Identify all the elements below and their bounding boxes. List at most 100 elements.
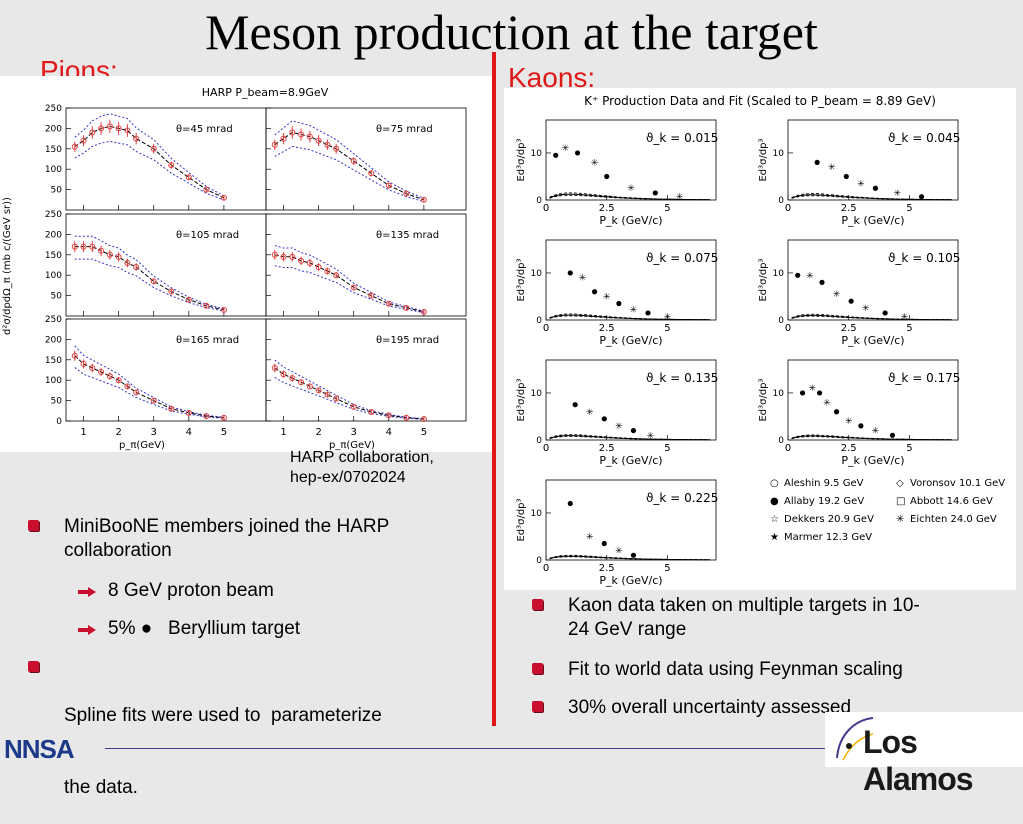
- kaon-y-tick-label: 10: [773, 269, 785, 279]
- harp-data-point: [306, 133, 313, 140]
- harp-y-tick-label: 50: [51, 397, 63, 407]
- harp-citation: HARP collaboration, hep-ex/0702024: [290, 448, 434, 488]
- harp-y-tick-label: 100: [45, 165, 62, 175]
- bullet-proton-beam: 8 GeV proton beam: [108, 580, 274, 601]
- bullet-text: collaboration: [64, 540, 172, 561]
- los-alamos-swoosh-icon: [836, 717, 874, 761]
- harp-band-line: [74, 140, 225, 201]
- kaon-data-point: [630, 427, 637, 434]
- kaon-data-point: [848, 298, 854, 304]
- harp-data-point: [306, 383, 313, 390]
- kaon-x-tick-label: 0: [543, 203, 549, 214]
- harp-panel-1: θ=75 mrad: [265, 107, 467, 211]
- kaon-data-point: ✳: [664, 313, 672, 323]
- harp-data-point: [89, 129, 96, 136]
- kaon-panel-label: ϑ_k = 0.135: [646, 371, 718, 385]
- kaon-fit-curve: [549, 194, 710, 201]
- kaon-x-tick-label: 5: [664, 443, 670, 454]
- bullet-marker: [28, 520, 39, 531]
- kaon-data-point: ✳: [828, 163, 836, 173]
- harp-panel-3: θ=135 mrad: [265, 213, 467, 317]
- harp-x-tick-label: 3: [351, 427, 357, 438]
- harp-data-point: [350, 284, 357, 291]
- kaon-x-tick-label: 5: [906, 203, 912, 214]
- kaon-data-point: ✳: [676, 193, 684, 203]
- kaon-x-tick-label: 0: [785, 323, 791, 334]
- harp-y-tick-label: 150: [45, 145, 62, 155]
- harp-data-point: [98, 369, 105, 376]
- harp-data-point: [280, 253, 287, 260]
- kaon-legend-symbol: ☆: [770, 514, 779, 525]
- harp-x-tick-label: 1: [280, 427, 286, 438]
- kaon-legend: ○ Aleshin 9.5 GeV ◇ Voronsov 10.1 GeV ● Allab…: [770, 478, 1005, 543]
- harp-data-point: [324, 268, 331, 275]
- kaon-y-tick-label: 10: [531, 509, 543, 519]
- harp-panel-frame: [265, 107, 467, 211]
- kaon-data-point: ✳: [562, 144, 570, 154]
- kaon-data-point: ✳: [857, 180, 865, 190]
- kaon-data-point: ✳: [586, 408, 594, 418]
- harp-fit-line: [274, 254, 425, 313]
- harp-band-line: [74, 367, 224, 419]
- kaon-panel-3: 0 2.5 5 0 10 Ed³σ/dp³ P_k (GeV/c) ϑ_k = 0.105 ✳ ✳…: [758, 239, 960, 347]
- harp-data-point: [71, 243, 78, 250]
- kaon-fit-curve: [549, 434, 710, 441]
- harp-panel-frame: [265, 213, 467, 317]
- kaon-y-tick-label: 0: [536, 436, 542, 446]
- harp-data-point: [385, 182, 392, 189]
- los-alamos-wordmark: Los Alamos: [863, 724, 974, 797]
- harp-data-point: [306, 259, 313, 266]
- footer-line: [105, 748, 825, 749]
- kaon-legend-symbol: ✳: [896, 514, 904, 525]
- harp-fit-line: [74, 355, 224, 419]
- harp-data-point: [150, 278, 157, 285]
- harp-data-point: [80, 360, 87, 367]
- kaon-data-point: ✳: [806, 271, 814, 281]
- harp-x-tick-label: 4: [186, 427, 192, 438]
- harp-pion-chart: HARP P_beam=8.9GeV d²σ/dpdΩ_π (mb c/(GeV …: [0, 76, 492, 452]
- harp-data-point: [368, 170, 375, 177]
- harp-data-point: [106, 123, 113, 130]
- harp-data-point: [298, 379, 305, 386]
- harp-data-point: [168, 162, 175, 169]
- harp-data-point: [333, 272, 340, 279]
- kaon-legend-label: Voronsov 10.1 GeV: [910, 478, 1005, 489]
- harp-data-point: [350, 403, 357, 410]
- kaon-y-tick-label: 0: [778, 196, 784, 206]
- harp-panel-0: 50 100 150 200 250 θ=45 mrad: [45, 104, 267, 211]
- los-alamos-logo: Los Alamos: [825, 712, 1023, 797]
- kaon-data-point: ✳: [872, 427, 880, 437]
- kaon-data-point: [816, 390, 823, 396]
- harp-panel-label: θ=165 mrad: [176, 335, 239, 346]
- kaon-data-point: [889, 432, 896, 438]
- kaon-panel-frame: [787, 119, 959, 201]
- harp-data-point: [124, 127, 131, 134]
- kaon-x-tick-label: 5: [664, 323, 670, 334]
- harp-data-point: [280, 135, 287, 142]
- harp-fit-line: [74, 125, 225, 199]
- harp-y-tick-label: 0: [56, 417, 62, 427]
- harp-y-tick-label: 150: [45, 251, 62, 261]
- bullet-text: 24 GeV range: [568, 619, 687, 640]
- kaon-data-point: ✳: [586, 532, 594, 542]
- harp-data-point: [289, 129, 296, 136]
- kaon-y-tick-label: 0: [536, 556, 542, 566]
- harp-data-point: [333, 395, 340, 402]
- harp-data-point: [333, 145, 340, 152]
- kaon-legend-symbol: ●: [770, 496, 779, 507]
- harp-data-point: [71, 352, 78, 359]
- kaon-data-point: [604, 173, 610, 180]
- harp-data-point: [368, 292, 375, 299]
- harp-data-point: [289, 253, 296, 260]
- kaon-x-tick-label: 2.5: [599, 443, 615, 454]
- harp-data-point: [385, 412, 392, 419]
- harp-data-point: [106, 251, 113, 258]
- harp-data-point: [168, 405, 175, 412]
- harp-data-point: [420, 196, 427, 203]
- kaons-heading: Kaons:: [508, 62, 596, 93]
- kaon-y-axis-label: Ed³σ/dp³: [758, 378, 769, 421]
- kaon-data-point: ✳: [862, 304, 870, 314]
- kaon-y-tick-label: 0: [778, 316, 784, 326]
- kaon-data-point: [799, 390, 806, 396]
